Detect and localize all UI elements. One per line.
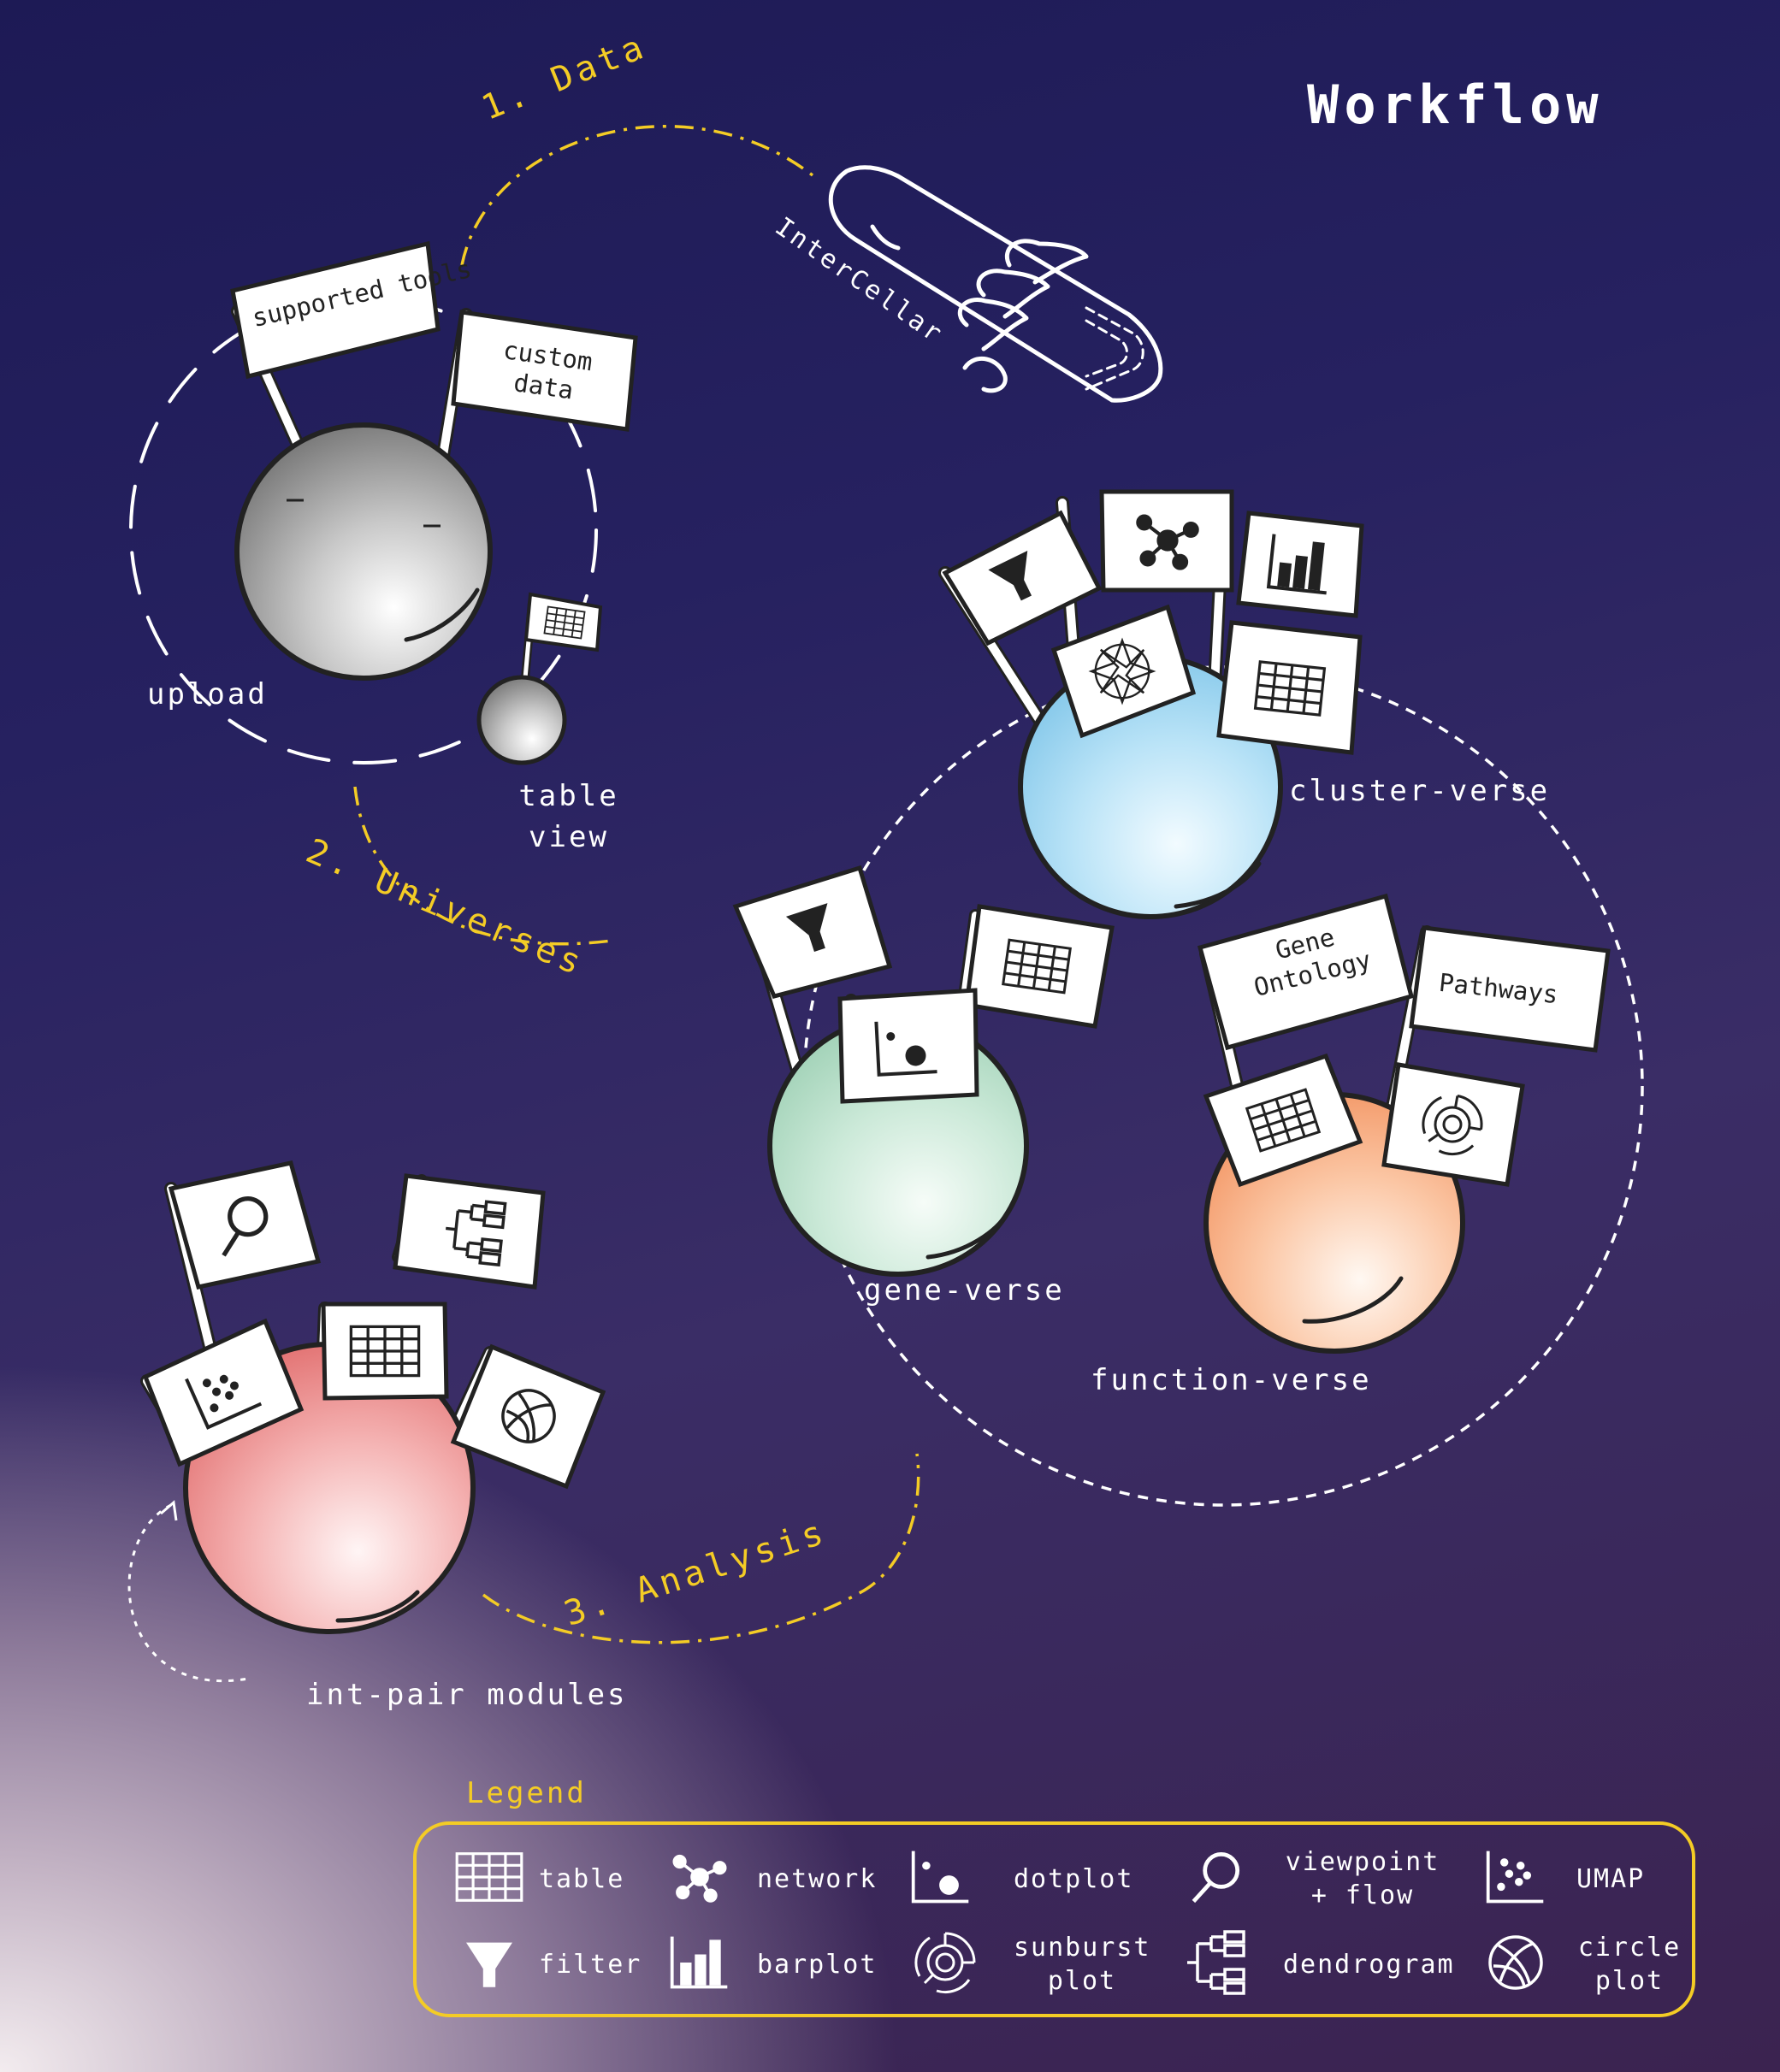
gene-verse-group xyxy=(732,865,1115,1277)
flag-supported-tools[interactable] xyxy=(230,240,441,380)
legend-box xyxy=(413,1821,1695,2017)
legend-label-circle-plot: circle plot xyxy=(1577,1933,1682,1996)
legend-title: Legend xyxy=(466,1776,587,1810)
page-title: Workflow xyxy=(1307,74,1604,136)
function-verse-group xyxy=(1197,893,1611,1354)
legend-label-dendrogram: dendrogram xyxy=(1283,1950,1455,1980)
upload-planet-group xyxy=(230,240,638,765)
flag-compass[interactable] xyxy=(1050,604,1197,739)
legend-label-dotplot: dotplot xyxy=(1014,1864,1134,1894)
flag-dotplot[interactable] xyxy=(837,988,979,1104)
label-gene-verse: gene-verse xyxy=(864,1273,1065,1308)
intpair-group xyxy=(140,1160,606,1634)
legend-label-umap: UMAP xyxy=(1576,1864,1646,1894)
flag-dendrogram[interactable] xyxy=(393,1173,546,1290)
step-paths xyxy=(353,125,920,1644)
legend-label-table: table xyxy=(539,1864,625,1894)
flag-circle-plot[interactable] xyxy=(450,1343,606,1490)
legend-label-sunburst: sunburst plot xyxy=(1014,1933,1151,1996)
legend-label-viewpoint: viewpoint + flow xyxy=(1285,1847,1440,1910)
loop-arrow xyxy=(127,1503,249,1682)
table-view-planet[interactable] xyxy=(476,675,567,765)
flag-pathways[interactable] xyxy=(1409,925,1611,1053)
upload-planet[interactable] xyxy=(234,422,493,681)
universe-orbit xyxy=(802,665,1644,1507)
loop-arrow-head xyxy=(160,1500,178,1521)
flag-viewpoint[interactable] xyxy=(168,1160,322,1290)
label-upload: upload xyxy=(147,677,268,711)
flag-sunburst[interactable] xyxy=(1381,1062,1525,1187)
legend-label-barplot: barplot xyxy=(757,1950,878,1980)
flag-custom-data[interactable] xyxy=(451,310,638,432)
flag-umap[interactable] xyxy=(142,1318,305,1467)
legend-label-filter: filter xyxy=(539,1950,642,1980)
flag-gene-ontology[interactable] xyxy=(1197,893,1415,1051)
rocket-icon xyxy=(828,165,1163,403)
legend-icons xyxy=(455,1851,1544,1995)
label-int-pair-modules: int-pair modules xyxy=(306,1678,628,1712)
cluster-verse-group xyxy=(938,489,1364,919)
legend-label-network: network xyxy=(757,1864,878,1894)
label-function-verse: function-verse xyxy=(1091,1363,1372,1397)
label-table-view: table view xyxy=(518,779,619,854)
label-cluster-verse: cluster-verse xyxy=(1289,774,1551,808)
